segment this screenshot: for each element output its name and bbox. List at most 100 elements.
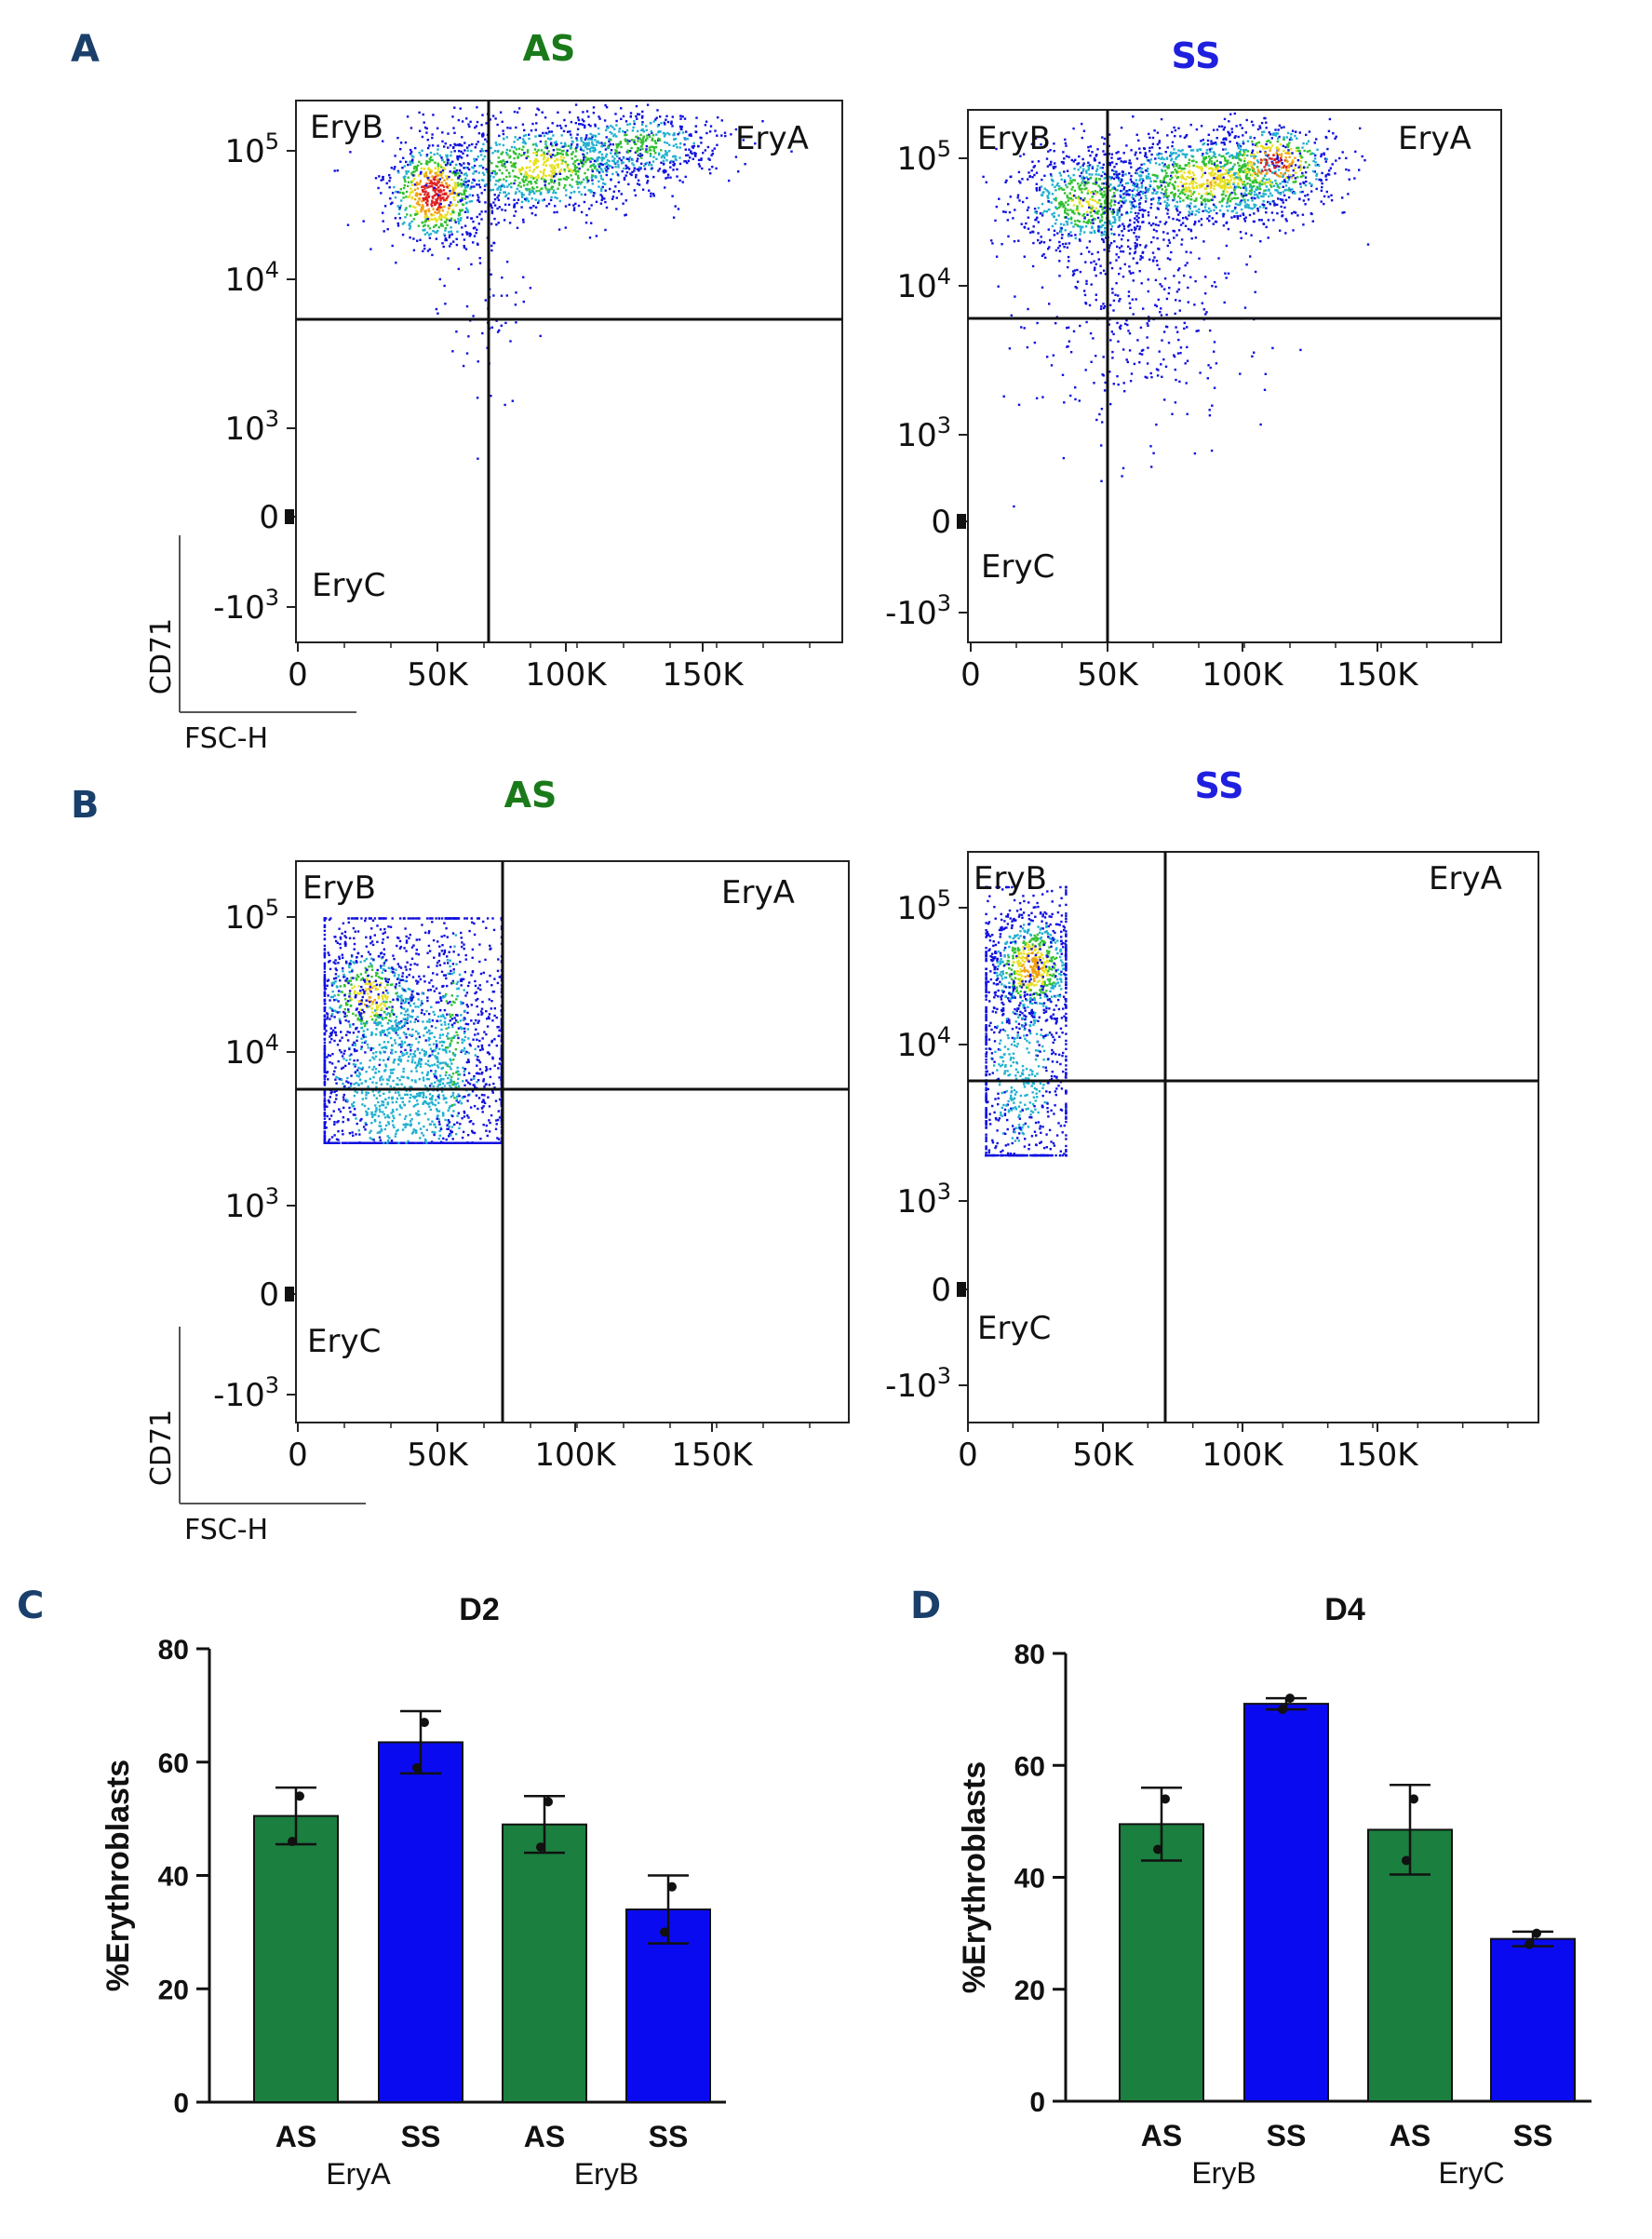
event-dot (442, 167, 445, 169)
event-dot (1229, 179, 1232, 182)
event-dot (1093, 209, 1095, 213)
event-dot (665, 151, 668, 155)
event-dot (1189, 169, 1191, 172)
event-dot (1095, 182, 1097, 184)
event-dot (419, 181, 422, 183)
event-dot (1121, 184, 1124, 187)
event-dot (500, 184, 504, 188)
event-dot (584, 193, 586, 196)
event-dot (1202, 173, 1204, 177)
event-dot (434, 167, 437, 169)
event-dot (1225, 169, 1228, 171)
event-dot (1177, 195, 1180, 198)
event-dot (628, 123, 632, 126)
event-dot (542, 171, 544, 175)
event-dot (1069, 216, 1073, 219)
event-dot (1288, 142, 1291, 144)
event-dot (1141, 209, 1144, 211)
event-dot (356, 1018, 359, 1021)
event-dot (1077, 162, 1081, 165)
event-dot (1087, 189, 1090, 192)
event-dot (1240, 159, 1242, 162)
event-dot (1098, 161, 1101, 165)
event-dot (336, 169, 339, 172)
event-dot (1141, 251, 1144, 254)
event-dot (625, 128, 629, 132)
event-dot (1283, 126, 1285, 128)
event-dot (498, 329, 501, 332)
event-dot (676, 175, 678, 178)
event-dot (574, 155, 577, 158)
event-dot (1178, 200, 1182, 203)
event-dot (1264, 161, 1268, 165)
event-dot (1042, 253, 1045, 256)
event-dot (717, 116, 719, 119)
event-dot (445, 182, 449, 185)
event-dot (461, 196, 463, 200)
event-dot (1253, 351, 1256, 354)
event-dot (1121, 245, 1123, 248)
event-dot (456, 143, 460, 146)
event-dot (1223, 117, 1227, 121)
event-dot (1272, 219, 1275, 222)
event-dot (1162, 179, 1165, 182)
event-dot (573, 164, 576, 167)
event-dot (995, 205, 998, 209)
event-dot (1089, 155, 1092, 157)
event-dot (1166, 209, 1170, 211)
event-dot (1155, 368, 1159, 371)
event-dot (1090, 261, 1093, 264)
event-dot (1307, 198, 1310, 201)
event-dot (399, 148, 402, 151)
event-dot (1173, 196, 1175, 199)
event-dot (427, 168, 430, 171)
event-dot (1218, 209, 1222, 212)
event-dot (1100, 231, 1104, 234)
event-dot (1234, 172, 1237, 175)
event-dot (1341, 151, 1344, 154)
event-dot (505, 148, 508, 152)
event-dot (1187, 170, 1189, 173)
event-dot (629, 172, 632, 175)
event-dot (1204, 156, 1208, 159)
event-dot (1313, 142, 1316, 144)
event-dot (407, 181, 410, 183)
event-dot (1200, 125, 1203, 128)
event-dot (589, 125, 592, 128)
event-dot (1068, 233, 1070, 236)
event-dot (600, 195, 604, 198)
event-dot (380, 179, 383, 182)
event-dot (1261, 133, 1264, 137)
event-dot (523, 142, 527, 144)
event-dot (1320, 189, 1323, 192)
event-dot (1200, 168, 1202, 170)
event-dot (1240, 236, 1242, 239)
event-dot (1092, 337, 1095, 340)
event-dot (1251, 207, 1254, 210)
event-dot (493, 217, 496, 221)
event-dot (1273, 203, 1276, 207)
event-dot (1280, 127, 1283, 129)
event-dot (640, 116, 644, 119)
event-dot (493, 169, 496, 173)
event-dot (607, 163, 610, 167)
event-dot (642, 137, 645, 140)
event-dot (566, 166, 569, 169)
event-dot (515, 175, 517, 179)
event-dot (586, 142, 589, 145)
event-dot (426, 160, 429, 164)
event-dot (555, 141, 557, 143)
event-dot (1175, 176, 1178, 180)
event-dot (1090, 283, 1093, 286)
event-dot (1053, 197, 1055, 201)
event-dot (1174, 205, 1176, 208)
event-dot (416, 182, 419, 185)
event-dot (475, 169, 477, 173)
event-dot (495, 180, 498, 182)
event-dot (1136, 168, 1140, 170)
event-dot (1209, 329, 1212, 332)
event-dot (426, 198, 429, 201)
event-dot (513, 164, 516, 167)
event-dot (388, 1005, 391, 1009)
event-dot (655, 133, 658, 136)
